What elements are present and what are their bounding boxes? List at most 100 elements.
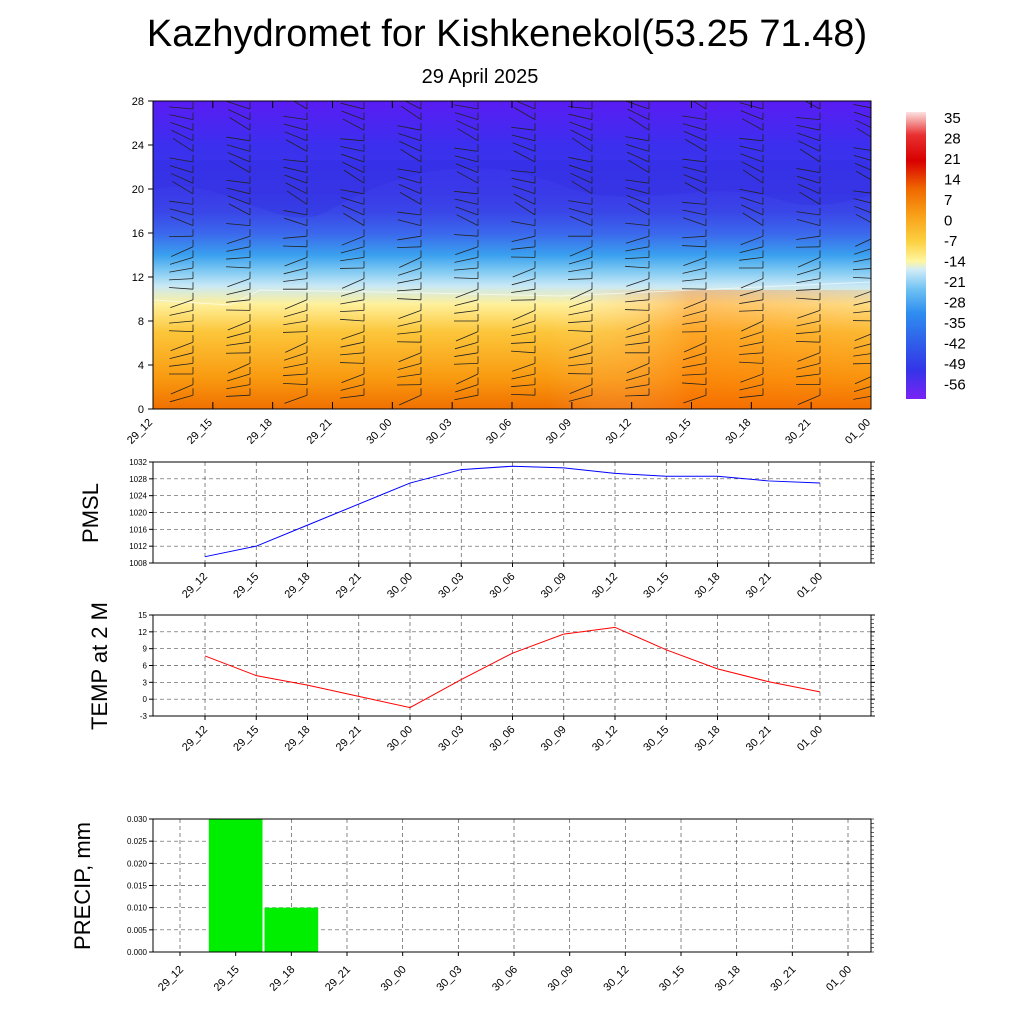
wind-barb [226,384,251,390]
wind-barb [170,246,194,257]
pmsl-x-tick-label: 30_00 [385,571,415,601]
wind-barb [398,184,422,195]
wind-barb [226,373,251,382]
wind-barb [455,331,479,342]
wind-barb [286,190,308,205]
wind-barb [340,246,365,254]
precip-y-tick-label: 0.030 [127,815,148,824]
precip-x-tick-label: 01_00 [824,964,854,994]
wind-barb [625,257,650,260]
wind-barb [170,384,194,395]
wind-barb [740,278,764,289]
colorbar-label: 14 [944,172,961,189]
wind-barb [569,341,593,351]
wind-barb [739,394,764,399]
heatmap-cold-core [153,160,871,218]
wind-barb [569,299,593,308]
pmsl-x-tick-label: 29_18 [283,571,313,601]
wind-barb [454,104,479,110]
wind-barb [797,183,821,195]
pmsl-x-tick-label: 29_15 [231,571,261,601]
wind-barb [227,195,251,205]
precip-x-tick-label: 30_00 [379,964,409,994]
wind-barb [226,394,251,397]
wind-barb [855,238,871,247]
wind-barb [292,101,308,110]
wind-barb [283,159,308,163]
wind-barb [397,219,422,226]
wind-barb [797,352,821,362]
wind-barb [740,235,764,246]
heat-y-tick-label: 16 [132,228,144,240]
wind-barb [626,320,650,330]
pmsl-y-tick-label: 1020 [129,509,147,518]
temp-x-tick-label: 30_21 [744,724,774,754]
wind-barb [513,150,536,163]
pmsl-x-tick-label: 30_06 [488,571,518,601]
pmsl-x-tick-label: 01_00 [795,571,825,601]
wind-barb [625,373,650,381]
wind-barb [341,278,365,289]
wind-barb [514,107,536,120]
wind-barb [739,341,764,348]
precip-x-tick-label: 30_12 [601,964,631,994]
wind-barb [628,116,650,131]
precip-y-axis: 0.000 0.005 0.010 0.015 0.020 0.025 0.030 [127,815,874,957]
wind-barb [341,110,365,120]
heat-y-tick-label: 0 [138,404,144,416]
wind-barb [797,257,821,268]
wind-barb [169,352,194,359]
wind-barb [570,172,593,184]
wind-barb [454,341,479,350]
wind-barb [797,310,821,319]
wind-barb [568,267,593,273]
wind-barb [625,384,650,389]
temp-y-tick-label: 3 [143,678,148,687]
wind-barb [682,115,707,120]
wind-barb [340,394,365,399]
precip-x-tick-label: 30_06 [490,964,520,994]
wind-barb [397,320,422,327]
wind-barb [169,330,194,332]
precip-y-tick-label: 0.000 [127,948,148,957]
pmsl-x-tick-label: 30_12 [590,571,620,601]
heat-x-tick-label: 30_03 [424,417,454,447]
wind-barb [284,257,308,267]
wind-barb [169,208,194,216]
wind-barb [170,173,194,184]
wind-barb [227,278,251,288]
pmsl-x-tick-label: 29_21 [334,571,364,601]
temp-x-tick-label: 30_12 [590,724,620,754]
wind-barb [796,288,821,291]
wind-barb [511,393,536,396]
wind-barb [740,110,764,120]
wind-barb [570,288,593,300]
pmsl-x-tick-label: 30_18 [693,571,723,601]
wind-barb [685,139,707,152]
precip-y-tick-label: 0.025 [127,837,148,846]
wind-barb [626,195,650,205]
wind-barb [340,299,365,305]
wind-barb [454,147,479,152]
wind-barb [568,200,593,205]
wind-barb [626,101,650,110]
wind-barb [853,310,871,314]
wind-barb [283,320,308,326]
pmsl-y-tick-label: 1016 [129,525,147,534]
wind-barb [512,310,536,321]
wind-barb [739,288,764,297]
wind-barb [682,352,707,361]
pmsl-x-tick-label: 30_21 [744,571,774,601]
wind-barb [682,166,707,173]
heat-y-tick-label: 28 [132,96,144,108]
wind-barb [284,394,308,404]
precip-panel: 0.000 0.005 0.010 0.015 0.020 0.025 0.030 29_1… [70,815,874,994]
wind-barb [226,223,251,226]
precip-x-tick-label: 29_12 [156,964,186,994]
wind-barb [170,341,194,352]
wind-barb [169,165,194,173]
wind-barb [853,155,871,161]
wind-barb [625,394,650,397]
wind-barb [853,268,871,271]
wind-barb [739,352,764,355]
